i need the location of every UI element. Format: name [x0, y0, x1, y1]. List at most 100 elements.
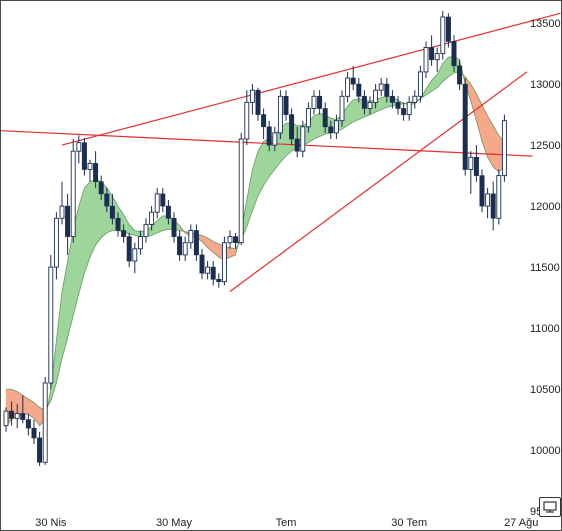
candle-body-up: [70, 150, 76, 238]
x-tick-label: Tem: [276, 517, 297, 529]
candle: [266, 120, 272, 152]
candle: [440, 10, 446, 60]
y-tick-label: 10500: [530, 384, 561, 396]
candle-body-down: [177, 236, 183, 256]
candle-body-down: [350, 77, 356, 85]
candle: [462, 78, 468, 176]
x-tick-label: 30 May: [156, 517, 193, 529]
candle-body-down: [317, 96, 323, 109]
candle-body-up: [434, 53, 440, 61]
candle-body-up: [53, 217, 59, 268]
candle: [210, 261, 216, 286]
candle-body-down: [104, 193, 110, 207]
candle-body-down: [65, 205, 71, 237]
candle: [356, 78, 362, 103]
candle-body-up: [188, 230, 194, 244]
candle: [406, 96, 412, 121]
candle-body-down: [216, 278, 222, 282]
candle: [311, 90, 317, 115]
candle: [249, 84, 255, 115]
candle-body-down: [255, 89, 261, 115]
candle-body-up: [367, 101, 373, 109]
candle: [171, 212, 177, 243]
candle: [451, 35, 457, 72]
candle: [389, 90, 395, 109]
candle: [317, 90, 323, 115]
candle: [261, 108, 267, 139]
candle: [485, 187, 491, 219]
candle: [361, 90, 367, 115]
candle-body-up: [417, 71, 423, 97]
candle: [434, 47, 440, 72]
candle: [412, 90, 418, 109]
candle-body-up: [501, 120, 507, 177]
candle-body-down: [294, 138, 300, 152]
candle-body-down: [171, 218, 177, 237]
candle: [401, 102, 407, 121]
candle: [93, 151, 99, 188]
candle: [384, 78, 390, 103]
candle-body-down: [9, 410, 15, 419]
candle: [3, 407, 9, 432]
candle: [143, 218, 149, 243]
candle: [87, 159, 93, 182]
candle-body-up: [406, 101, 412, 116]
candle-body-down: [473, 157, 479, 176]
band-layer: [6, 56, 505, 426]
candle-body-up: [339, 95, 345, 122]
candle-body-up: [496, 175, 502, 219]
candle-body-up: [149, 211, 155, 225]
candle-body-up: [132, 248, 138, 262]
candle-body-down: [165, 205, 171, 219]
candle-body-up: [42, 382, 48, 463]
candle: [81, 137, 87, 176]
candle: [216, 273, 222, 288]
candle-body-down: [199, 254, 205, 274]
fast-line: [5, 55, 505, 427]
candle-body-up: [154, 193, 160, 213]
candle: [42, 376, 48, 465]
x-tick-label: 27 Ağu: [504, 517, 538, 529]
x-axis: 30 Nis 30 May Tem 30 Tem 27 Ağu: [35, 517, 538, 529]
candle: [283, 90, 289, 121]
candle-body-up: [277, 95, 283, 134]
candle-body-down: [361, 96, 367, 109]
candle: [227, 230, 233, 249]
candle: [429, 35, 435, 66]
band-down: [6, 389, 51, 426]
candle-body-down: [98, 181, 104, 195]
candle: [20, 395, 26, 424]
candle-body-down: [261, 114, 267, 128]
candle: [322, 102, 328, 133]
chart-settings-button[interactable]: [539, 497, 561, 517]
slow-line: [6, 71, 505, 411]
candle: [48, 254, 54, 390]
candle: [205, 261, 211, 280]
candle-body-up: [345, 77, 351, 97]
candle-body-down: [356, 83, 362, 97]
candle-body-up: [87, 162, 93, 170]
candle: [468, 151, 474, 194]
candle-body-up: [76, 142, 82, 152]
candle-body-down: [25, 419, 31, 429]
x-tick-label: 30 Tem: [391, 517, 427, 529]
candle-body-up: [244, 101, 250, 140]
candle-body-down: [115, 218, 121, 231]
band-up: [45, 179, 186, 420]
candle-body-down: [462, 83, 468, 170]
candle-body-down: [109, 205, 115, 219]
candle: [14, 403, 20, 429]
candle: [244, 90, 250, 146]
candle: [121, 224, 127, 243]
candle: [182, 236, 188, 261]
candle-body-down: [389, 96, 395, 103]
candle: [177, 230, 183, 261]
candle-body-down: [457, 65, 463, 85]
candle-body-up: [333, 120, 339, 134]
y-tick-label: 11000: [530, 323, 560, 335]
candle-body-up: [137, 236, 143, 250]
candle: [328, 120, 334, 139]
candle: [233, 232, 239, 249]
